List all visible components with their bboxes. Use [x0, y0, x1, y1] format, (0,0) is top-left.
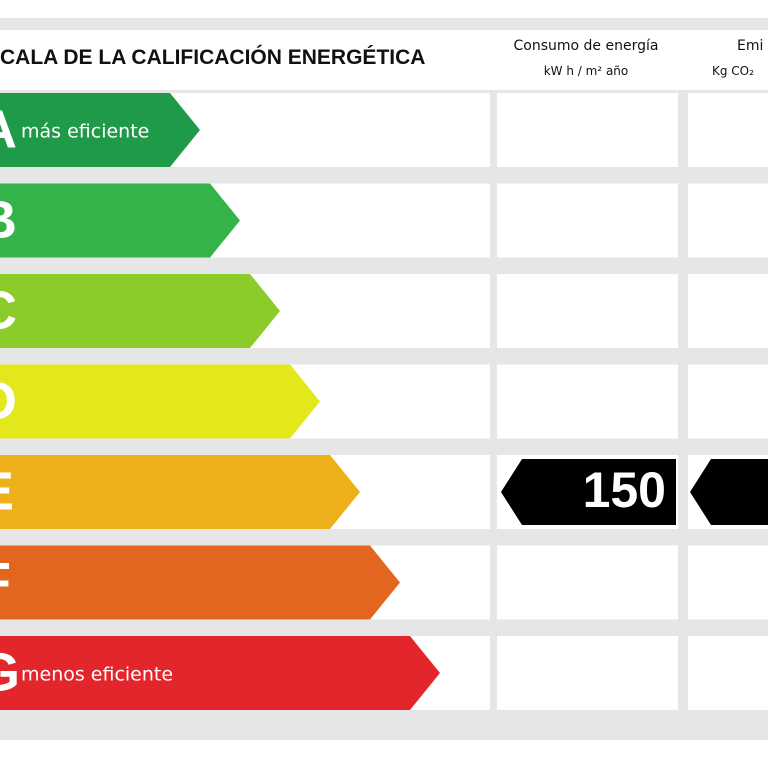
emissions-unit: Kg CO₂ — [712, 64, 754, 78]
emissions-cell — [688, 545, 768, 620]
consumption-value: 150 — [583, 462, 666, 518]
consumption-cell — [497, 93, 678, 167]
rating-letter: A — [0, 99, 17, 159]
emissions-arrow — [690, 459, 768, 525]
rating-letter: G — [0, 642, 20, 702]
consumption-cell — [497, 274, 678, 348]
rating-letter: F — [0, 552, 11, 612]
header-band — [0, 30, 768, 90]
emissions-cell — [688, 93, 768, 167]
value-arrow — [501, 459, 676, 525]
rating-arrow — [0, 274, 280, 348]
rating-arrow — [0, 545, 400, 620]
emissions-title: Emi — [737, 38, 763, 54]
rating-arrow — [0, 364, 320, 439]
emissions-cell — [688, 183, 768, 258]
consumption-cell — [497, 545, 678, 620]
emissions-cell — [688, 274, 768, 348]
rating-arrow — [0, 183, 240, 258]
rating-letter: B — [0, 190, 17, 250]
rating-arrow — [0, 636, 440, 710]
title: CALA DE LA CALIFICACIÓN ENERGÉTICA — [0, 45, 425, 69]
rating-arrow — [0, 93, 200, 167]
emissions-cell — [688, 364, 768, 439]
consumption-unit: kW h / m² año — [544, 64, 629, 78]
consumption-cell — [497, 364, 678, 439]
rating-note: menos eficiente — [21, 664, 173, 686]
emissions-cell — [688, 636, 768, 710]
rating-arrow — [0, 455, 360, 529]
rating-note: más eficiente — [21, 121, 149, 143]
consumption-cell — [497, 183, 678, 258]
rating-letter: D — [0, 371, 17, 431]
consumption-title: Consumo de energía — [514, 38, 659, 54]
rating-letter: E — [0, 461, 14, 521]
consumption-cell — [497, 636, 678, 710]
rating-letter: C — [0, 280, 17, 340]
